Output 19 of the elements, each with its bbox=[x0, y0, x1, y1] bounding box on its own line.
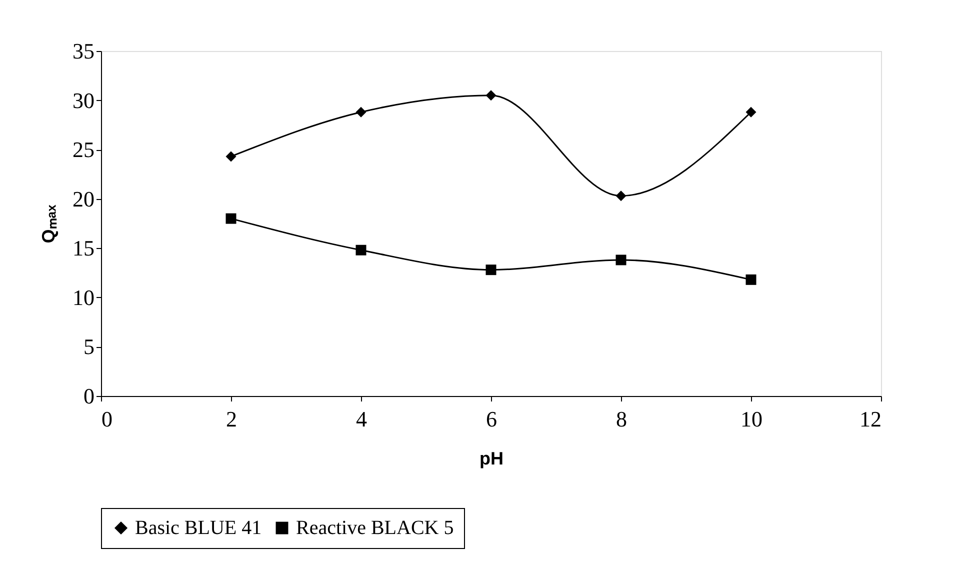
x-tick-label: 0 bbox=[102, 406, 112, 432]
y-tick-label: 20 bbox=[72, 186, 94, 212]
x-tick-label: 6 bbox=[486, 406, 497, 432]
y-tick-label: 25 bbox=[72, 137, 94, 162]
y-tick-label: 0 bbox=[84, 384, 94, 408]
y-tick-label: 30 bbox=[72, 88, 94, 113]
y-tick-label: 35 bbox=[72, 38, 94, 64]
y-tick-label: 15 bbox=[72, 236, 94, 261]
legend-label: Reactive BLACK 5 bbox=[296, 517, 454, 539]
x-tick-label: 4 bbox=[356, 406, 367, 432]
x-tick-label: 8 bbox=[616, 406, 627, 432]
legend-label: Basic BLUE 41 bbox=[135, 517, 262, 539]
x-tick-label: 12 bbox=[860, 406, 882, 432]
x-tick-label: 10 bbox=[740, 406, 762, 432]
x-axis-title: pH bbox=[480, 448, 504, 468]
y-axis-title: Qₘₐₓ bbox=[38, 204, 58, 244]
y-tick-label: 5 bbox=[84, 334, 94, 360]
x-tick-label: 2 bbox=[226, 406, 237, 432]
y-tick-label: 10 bbox=[72, 284, 94, 310]
